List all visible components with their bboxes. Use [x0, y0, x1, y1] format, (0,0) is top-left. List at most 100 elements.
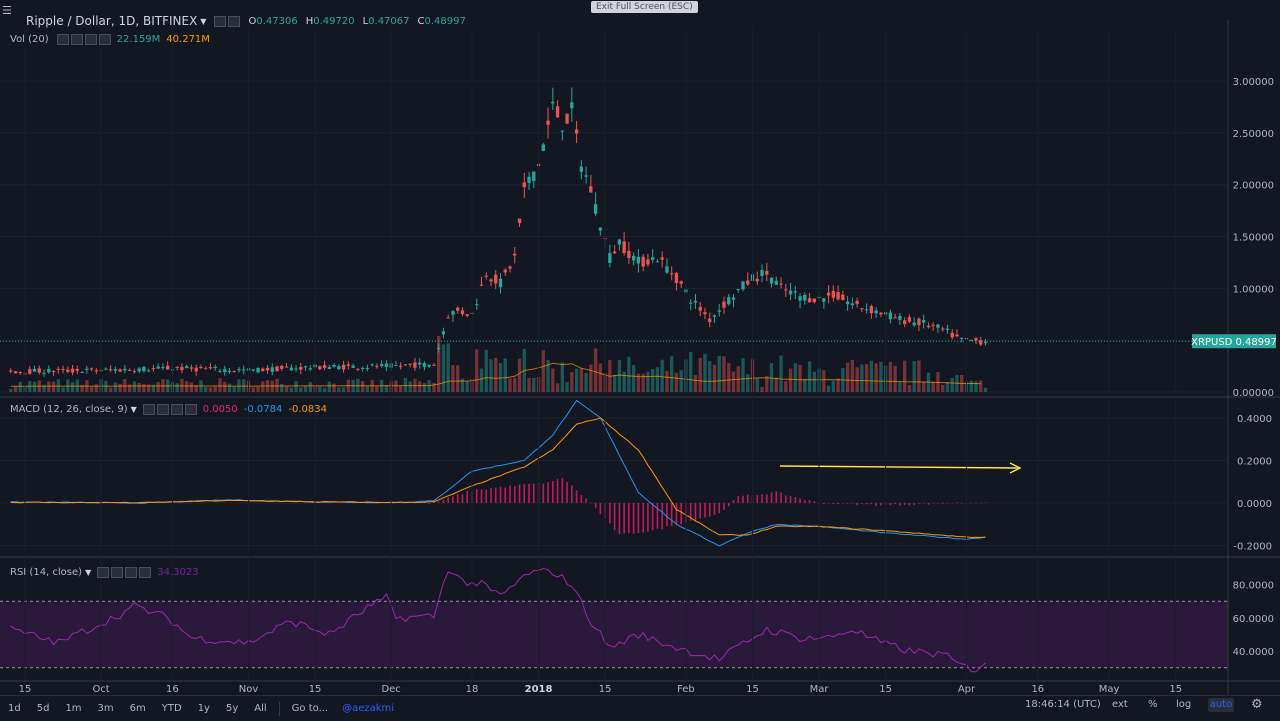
macd-histogram-bar [694, 503, 697, 521]
candle-body [418, 362, 422, 365]
volume-bar [855, 367, 859, 392]
volume-bar [560, 362, 564, 392]
candle-body [741, 281, 745, 290]
macd-signal-line [10, 417, 986, 538]
rsi-label[interactable]: RSI (14, close) [10, 567, 83, 578]
macd-label[interactable]: MACD (12, 26, close, 9) [10, 404, 128, 415]
volume-bar [418, 381, 422, 392]
settings-icon[interactable] [111, 567, 124, 578]
add-icon[interactable] [84, 34, 97, 45]
macd-histogram-bar [846, 503, 849, 504]
time-tick-label: 15 [746, 684, 759, 695]
timeframe-5d-button[interactable]: 5d [36, 703, 50, 714]
time-tick-label: 15 [1169, 684, 1182, 695]
log-button[interactable]: log [1176, 699, 1192, 710]
price-tick-label: 3.00000 [1233, 77, 1274, 88]
eye-icon[interactable] [142, 404, 155, 415]
macd-histogram-bar [623, 503, 625, 534]
macd-histogram-bar [647, 503, 649, 532]
percent-button[interactable]: % [1148, 699, 1158, 710]
timeframe-all-button[interactable]: All [254, 703, 267, 714]
volume-bar [931, 381, 935, 392]
volume-bar [218, 378, 222, 392]
candle-body [517, 218, 522, 224]
macd-histogram-bar [504, 487, 507, 504]
volume-bar [617, 359, 622, 392]
add-icon[interactable] [125, 567, 138, 578]
timeframe-6m-button[interactable]: 6m [129, 703, 146, 714]
candle-body [798, 296, 802, 301]
timeframe-5y-button[interactable]: 5y [225, 703, 239, 714]
macd-histogram-bar [784, 495, 787, 504]
add-icon[interactable] [170, 404, 183, 415]
timeframe-1d-button[interactable]: 1d [8, 703, 21, 714]
candle-body [893, 317, 897, 319]
candle-body [784, 289, 788, 291]
volume-bar [489, 359, 493, 392]
candle-body [612, 251, 617, 254]
drawing-arrow-head[interactable] [1009, 462, 1022, 474]
price-tag-bg [1192, 334, 1276, 349]
drawing-arrow[interactable] [779, 465, 1019, 469]
volume-label[interactable]: Vol (20) [10, 34, 49, 45]
candle-body [161, 367, 165, 369]
candle-body [441, 331, 446, 335]
auto-button[interactable]: auto [1208, 698, 1234, 712]
eye-icon[interactable] [97, 567, 110, 578]
volume-bar [437, 336, 441, 392]
timeframe-1y-button[interactable]: 1y [197, 703, 210, 714]
symbol-title[interactable]: Ripple / Dollar, 1D, BITFINEX [26, 14, 198, 28]
username-link[interactable]: @aezakmi [342, 703, 395, 714]
volume-bar [717, 355, 721, 392]
candle-body [185, 366, 189, 369]
volume-bar [922, 381, 926, 392]
candle-body [327, 367, 331, 370]
candle-body [565, 113, 569, 124]
settings-icon[interactable] [70, 34, 83, 45]
goto-button[interactable]: Go to... [291, 703, 329, 714]
macd-histogram-bar [775, 491, 778, 504]
close-icon[interactable] [184, 404, 197, 415]
macd-histogram-bar [770, 492, 773, 504]
volume-bar [494, 357, 498, 392]
volume-bar [945, 381, 950, 392]
candle-body [303, 366, 308, 368]
volume-bar [185, 381, 189, 392]
hamburger-icon[interactable]: ☰ [2, 4, 12, 17]
chevron-down-icon[interactable]: ▼ [200, 16, 207, 26]
close-icon[interactable] [98, 34, 111, 45]
chevron-down-icon[interactable]: ▼ [130, 405, 137, 414]
settings-icon[interactable] [156, 404, 169, 415]
candle-body [945, 328, 950, 331]
settings-icon[interactable] [228, 15, 241, 27]
timeframe-1m-button[interactable]: 1m [65, 703, 82, 714]
timeframe-ytd-button[interactable]: YTD [161, 703, 182, 714]
timeframe-3m-button[interactable]: 3m [97, 703, 114, 714]
candle-body [127, 370, 132, 372]
candle-body [636, 256, 641, 264]
exit-fullscreen-button[interactable]: Exit Full Screen (ESC) [591, 1, 698, 13]
candle-body [570, 102, 574, 109]
macd-histogram-bar [442, 499, 445, 504]
chevron-down-icon[interactable]: ▼ [85, 568, 92, 577]
candle-body [61, 369, 65, 371]
candle-body [646, 259, 650, 265]
candle-body [322, 365, 327, 368]
ext-button[interactable]: ext [1112, 699, 1128, 710]
volume-bar [826, 385, 831, 392]
gear-icon[interactable]: ⚙ [1251, 697, 1263, 712]
candle-body [903, 320, 907, 325]
candle-body [42, 372, 46, 374]
volume-bar [484, 349, 488, 392]
close-icon[interactable] [139, 567, 152, 578]
candle-body [698, 306, 702, 311]
macd-histogram-bar [908, 503, 911, 506]
eye-icon[interactable] [214, 15, 227, 27]
macd-histogram-bar [718, 503, 721, 514]
volume-bar [893, 365, 897, 392]
candle-body [898, 315, 902, 321]
volume-bar [555, 383, 560, 392]
eye-icon[interactable] [56, 34, 69, 45]
volume-bar [579, 368, 584, 392]
